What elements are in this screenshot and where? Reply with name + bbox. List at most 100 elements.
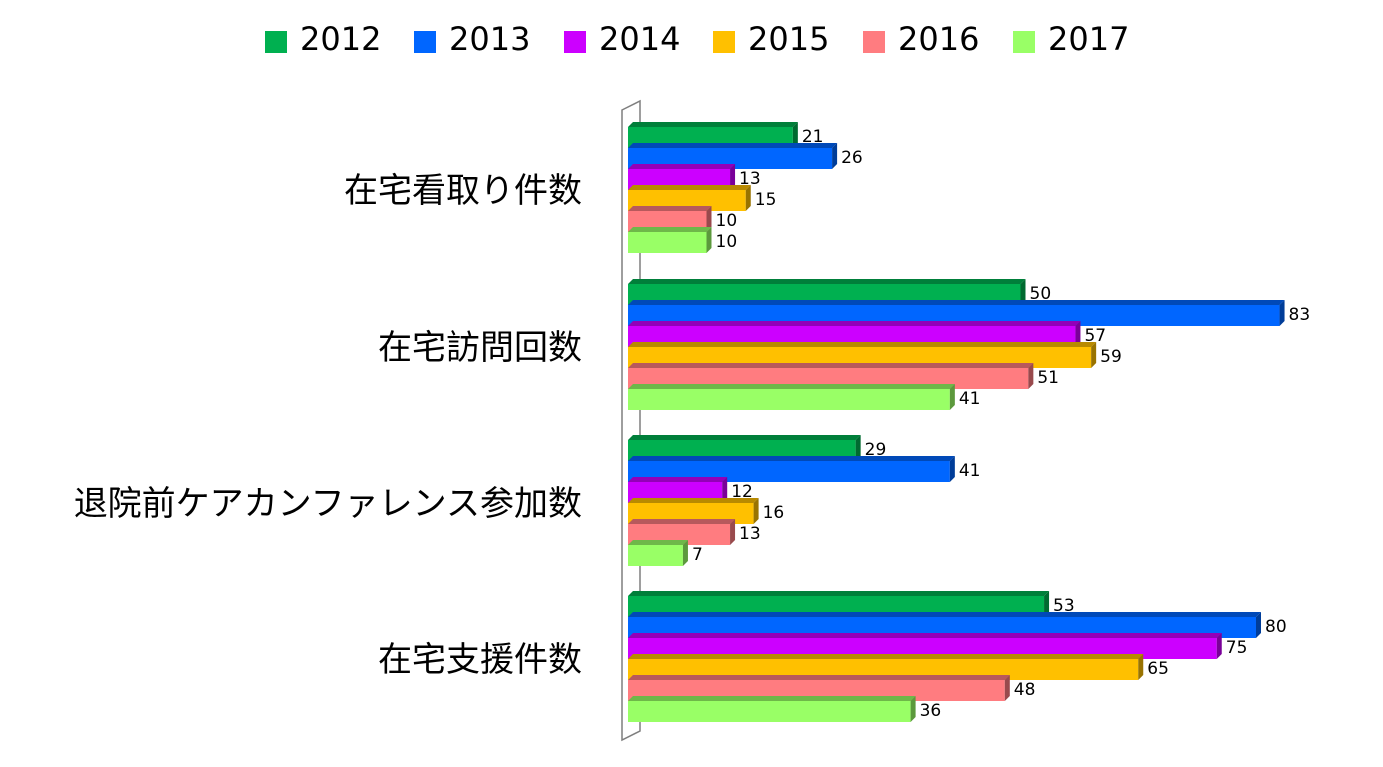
legend-label-2013: 2013 xyxy=(449,20,530,58)
bar-2015-2 xyxy=(628,342,1097,368)
bar-side-face xyxy=(1028,363,1034,389)
bar-front-face xyxy=(628,524,731,545)
legend-label-2016: 2016 xyxy=(898,20,979,58)
category-label-4: 在宅支援件数 xyxy=(378,640,582,680)
bar-front-face xyxy=(628,368,1029,389)
data-label-2013-4: 80 xyxy=(1265,617,1287,637)
bar-side-face xyxy=(949,384,955,410)
legend-label-2012: 2012 xyxy=(300,20,381,58)
data-label-2014-1: 13 xyxy=(739,169,761,189)
data-label-2017-1: 10 xyxy=(716,232,738,252)
bar-top-face xyxy=(628,227,712,232)
bar-top-face xyxy=(628,519,736,524)
data-label-2015-1: 15 xyxy=(755,190,777,210)
bar-side-face xyxy=(792,122,798,148)
bar-side-face xyxy=(949,456,955,482)
data-label-2012-1: 21 xyxy=(802,127,824,147)
legend-swatch-2014 xyxy=(564,31,586,53)
data-label-2017-3: 7 xyxy=(692,545,703,565)
legend-label-2017: 2017 xyxy=(1048,20,1129,58)
legend-item-2017: 2017 xyxy=(1013,20,1129,58)
bar-2016-2 xyxy=(628,363,1034,389)
legend-swatch-2017 xyxy=(1013,31,1035,53)
bar-top-face xyxy=(628,675,1010,680)
bar-front-face xyxy=(628,638,1217,659)
bar-top-face xyxy=(628,122,798,127)
bar-front-face xyxy=(628,545,683,566)
bar-top-face xyxy=(628,633,1222,638)
bar-top-face xyxy=(628,456,955,461)
bar-front-face xyxy=(628,440,856,461)
data-label-2016-4: 48 xyxy=(1014,680,1036,700)
data-label-2012-2: 50 xyxy=(1030,284,1052,304)
bar-side-face xyxy=(722,477,728,503)
bar-front-face xyxy=(628,326,1076,347)
bar-front-face xyxy=(628,169,731,190)
bar-front-face xyxy=(628,680,1005,701)
bar-top-face xyxy=(628,279,1026,284)
data-label-2015-2: 59 xyxy=(1100,347,1122,367)
bar-2017-2 xyxy=(628,384,955,410)
bar-side-face xyxy=(1091,342,1097,368)
legend-item-2016: 2016 xyxy=(863,20,979,58)
legend-swatch-2012 xyxy=(265,31,287,53)
bar-2014-1 xyxy=(628,164,736,190)
data-label-2013-2: 83 xyxy=(1289,305,1311,325)
bar-top-face xyxy=(628,435,861,440)
bar-side-face xyxy=(745,185,751,211)
bar-2012-2 xyxy=(628,279,1026,305)
chart-back-wall xyxy=(621,99,641,742)
bar-2013-2 xyxy=(628,300,1285,326)
legend-label-2015: 2015 xyxy=(748,20,829,58)
bar-side-face xyxy=(1256,612,1261,638)
bar-top-face xyxy=(628,696,916,701)
bar-top-face xyxy=(628,498,759,503)
data-label-2017-2: 41 xyxy=(959,389,981,409)
bar-top-face xyxy=(628,612,1261,617)
data-label-2014-4: 75 xyxy=(1226,638,1248,658)
bar-top-face xyxy=(628,384,955,389)
bar-side-face xyxy=(910,696,916,722)
category-label-1: 在宅看取り件数 xyxy=(344,171,582,211)
legend-swatch-2016 xyxy=(863,31,885,53)
bar-front-face xyxy=(628,305,1280,326)
bar-front-face xyxy=(628,701,911,722)
data-label-2015-4: 65 xyxy=(1147,659,1169,679)
legend-item-2013: 2013 xyxy=(414,20,530,58)
legend-swatch-2015 xyxy=(713,31,735,53)
bar-front-face xyxy=(628,461,950,482)
bar-front-face xyxy=(628,596,1045,617)
legend-label-2014: 2014 xyxy=(599,20,680,58)
bar-top-face xyxy=(628,477,728,482)
bar-side-face xyxy=(706,206,712,232)
bar-side-face xyxy=(706,227,712,253)
bar-2016-1 xyxy=(628,206,712,232)
bar-2017-3 xyxy=(628,540,688,566)
bar-2012-1 xyxy=(628,122,798,148)
bar-front-face xyxy=(628,232,707,253)
legend-swatch-2013 xyxy=(414,31,436,53)
bar-top-face xyxy=(628,654,1144,659)
bar-side-face xyxy=(1044,591,1050,617)
bar-front-face xyxy=(628,211,707,232)
data-label-2017-4: 36 xyxy=(920,701,942,721)
bars xyxy=(628,122,1285,722)
bar-front-face xyxy=(628,389,950,410)
category-label-3: 退院前ケアカンファレンス参加数 xyxy=(74,484,582,524)
bar-side-face xyxy=(832,143,838,169)
bar-2015-4 xyxy=(628,654,1144,680)
bar-top-face xyxy=(628,363,1034,368)
bar-top-face xyxy=(628,540,688,545)
legend-item-2012: 2012 xyxy=(265,20,381,58)
bar-side-face xyxy=(1004,675,1010,701)
bar-2013-1 xyxy=(628,143,838,169)
data-label-2014-3: 12 xyxy=(731,482,753,502)
legend-item-2015: 2015 xyxy=(713,20,829,58)
bar-top-face xyxy=(628,206,712,211)
bar-front-face xyxy=(628,148,833,169)
data-label-2013-1: 26 xyxy=(841,148,863,168)
bar-side-face xyxy=(1279,300,1285,326)
bar-2017-1 xyxy=(628,227,712,253)
